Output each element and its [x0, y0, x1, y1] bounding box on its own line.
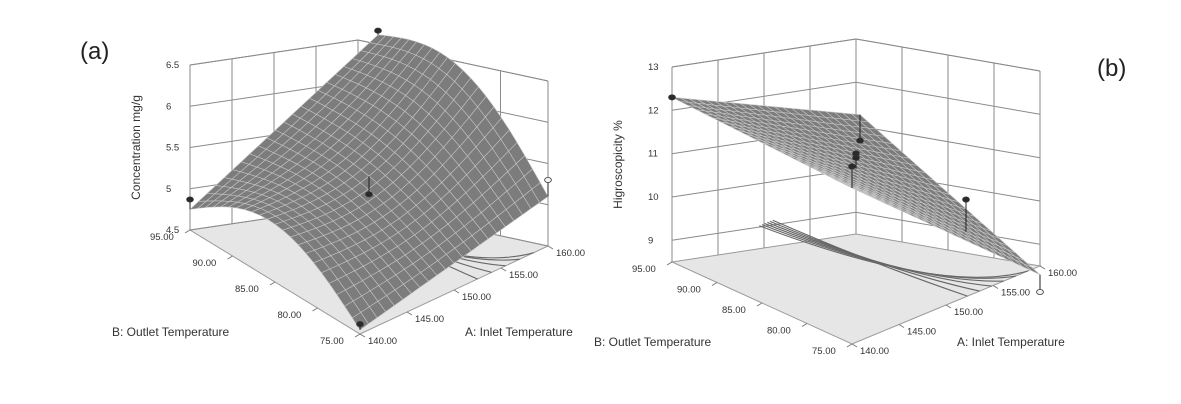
y-tick-label: 95.00 — [150, 232, 174, 243]
design-point-marker — [186, 196, 194, 203]
x-axis-title: A: Inlet Temperature — [957, 335, 1065, 349]
z-axis-title: Concentration mg/g — [129, 95, 143, 200]
x-tick-mark — [500, 267, 507, 272]
design-point-marker — [848, 163, 856, 170]
y-tick-mark — [354, 333, 361, 338]
y-tick-label: 95.00 — [632, 264, 656, 275]
z-tick-label: 6.5 — [166, 60, 179, 71]
design-point-marker — [1036, 288, 1044, 295]
design-point-marker — [356, 321, 364, 328]
z-tick-label: 5 — [166, 184, 171, 195]
x-tick-label: 160.00 — [1048, 268, 1077, 279]
wall-frame-top — [189, 39, 549, 82]
panel-label-b: (b) — [1097, 55, 1127, 82]
design-point-marker — [544, 176, 552, 183]
x-axis-title: A: Inlet Temperature — [465, 325, 573, 339]
y-axis-title: B: Outlet Temperature — [112, 325, 229, 339]
x-tick-mark — [945, 304, 952, 309]
x-tick-mark — [359, 333, 366, 338]
z-tick-label: 4.5 — [166, 225, 179, 236]
x-tick-mark — [992, 285, 999, 289]
y-tick-mark — [312, 307, 318, 312]
y-tick-mark — [711, 282, 718, 286]
z-axis-title: Higroscopicity % — [611, 120, 625, 209]
design-point-marker — [668, 94, 676, 101]
y-tick-mark — [227, 255, 233, 260]
x-tick-mark — [406, 311, 413, 316]
x-tick-label: 145.00 — [907, 327, 936, 338]
y-tick-label: 75.00 — [320, 336, 344, 347]
z-tick-label: 10 — [648, 192, 659, 203]
y-tick-label: 80.00 — [278, 310, 302, 321]
panel-label-a: (a) — [80, 38, 110, 65]
y-tick-mark — [184, 229, 191, 234]
z-tick-label: 11 — [648, 149, 658, 160]
x-tick-label: 155.00 — [1001, 288, 1030, 299]
z-tick-label: 12 — [648, 105, 659, 116]
x-tick-mark — [851, 343, 858, 348]
y-tick-mark — [756, 302, 763, 307]
design-point-marker — [962, 196, 970, 203]
x-tick-label: 145.00 — [415, 314, 444, 325]
x-tick-label: 140.00 — [860, 346, 889, 357]
y-tick-label: 90.00 — [193, 258, 217, 269]
x-tick-label: 155.00 — [509, 270, 538, 281]
design-point-marker — [374, 27, 382, 34]
y-axis-title: B: Outlet Temperature — [594, 335, 711, 349]
y-tick-mark — [801, 323, 808, 327]
x-tick-label: 160.00 — [556, 248, 585, 259]
y-tick-label: 85.00 — [235, 284, 259, 295]
y-tick-mark — [846, 343, 853, 348]
design-point-marker — [365, 191, 373, 198]
x-tick-mark — [453, 289, 460, 294]
x-tick-label: 150.00 — [462, 292, 491, 303]
wall-grid-horizontal — [671, 81, 1041, 115]
y-tick-label: 85.00 — [722, 305, 746, 316]
y-tick-label: 75.00 — [812, 346, 836, 357]
z-tick-label: 13 — [648, 62, 659, 73]
x-tick-mark — [898, 324, 905, 328]
y-tick-mark — [269, 281, 276, 286]
design-point-marker — [852, 154, 860, 161]
floor-contour-line — [759, 225, 1029, 278]
y-tick-label: 80.00 — [767, 326, 791, 337]
wall-frame-top — [671, 38, 1041, 72]
x-tick-label: 140.00 — [368, 336, 397, 347]
z-tick-label: 6 — [166, 101, 171, 112]
z-tick-label: 5.5 — [166, 143, 179, 154]
x-tick-mark — [547, 245, 554, 250]
design-point-marker — [856, 137, 864, 144]
x-tick-label: 150.00 — [954, 307, 983, 318]
y-tick-label: 90.00 — [677, 285, 701, 296]
x-tick-mark — [1039, 265, 1046, 270]
z-tick-label: 9 — [648, 235, 653, 246]
y-tick-mark — [666, 261, 673, 266]
